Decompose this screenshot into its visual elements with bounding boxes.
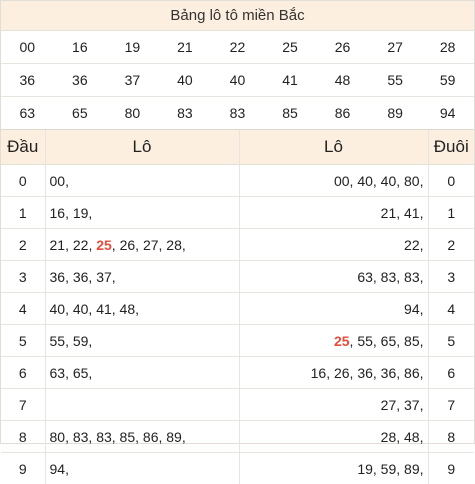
number-cell: 41	[264, 64, 317, 97]
number-cell: 40	[211, 64, 264, 97]
lo-left-cell: 16, 19,	[45, 197, 239, 229]
number-cell: 86	[316, 97, 369, 130]
duoi-cell: 3	[428, 261, 474, 293]
lo-left-cell: 21, 22, 25, 26, 27, 28,	[45, 229, 239, 261]
lo-left-cell: 80, 83, 83, 85, 86, 89,	[45, 421, 239, 453]
lo-right-cell: 28, 48,	[239, 421, 428, 453]
lo-left-cell: 55, 59,	[45, 325, 239, 357]
board-title: Bảng lô tô miền Bắc	[1, 1, 474, 31]
number-cell: 28	[421, 31, 474, 64]
dau-cell: 7	[1, 389, 45, 421]
duoi-cell: 4	[428, 293, 474, 325]
lo-left-cell: 94,	[45, 453, 239, 484]
dau-cell: 4	[1, 293, 45, 325]
lo-right-cell: 63, 83, 83,	[239, 261, 428, 293]
number-cell: 89	[369, 97, 422, 130]
lo-right-cell: 22,	[239, 229, 428, 261]
dau-cell: 1	[1, 197, 45, 229]
duoi-cell: 5	[428, 325, 474, 357]
number-cell: 22	[211, 31, 264, 64]
dau-cell: 0	[1, 165, 45, 197]
number-cell: 63	[1, 97, 54, 130]
lo-left-cell	[45, 389, 239, 421]
number-cell: 83	[159, 97, 212, 130]
lo-left-cell: 36, 36, 37,	[45, 261, 239, 293]
dau-cell: 5	[1, 325, 45, 357]
number-cell: 36	[54, 64, 107, 97]
number-cell: 16	[54, 31, 107, 64]
lo-right-cell: 19, 59, 89,	[239, 453, 428, 484]
header-duoi: Đuôi	[428, 130, 474, 165]
lo-right-cell: 00, 40, 40, 80,	[239, 165, 428, 197]
header-lo-left: Lô	[45, 130, 239, 165]
lo-right-cell: 21, 41,	[239, 197, 428, 229]
number-cell: 00	[1, 31, 54, 64]
lo-right-cell: 25, 55, 65, 85,	[239, 325, 428, 357]
highlighted-number: 25	[334, 333, 350, 349]
number-cell: 37	[106, 64, 159, 97]
duoi-cell: 1	[428, 197, 474, 229]
number-cell: 55	[369, 64, 422, 97]
number-cell: 65	[54, 97, 107, 130]
lo-right-cell: 27, 37,	[239, 389, 428, 421]
number-cell: 36	[1, 64, 54, 97]
dau-cell: 3	[1, 261, 45, 293]
dau-cell: 6	[1, 357, 45, 389]
lo-left-cell: 00,	[45, 165, 239, 197]
header-dau: Đầu	[1, 130, 45, 165]
dau-cell: 2	[1, 229, 45, 261]
duoi-cell: 0	[428, 165, 474, 197]
dau-cell: 9	[1, 453, 45, 484]
duoi-cell: 9	[428, 453, 474, 484]
number-cell: 19	[106, 31, 159, 64]
lo-right-cell: 94,	[239, 293, 428, 325]
number-cell: 83	[211, 97, 264, 130]
duoi-cell: 7	[428, 389, 474, 421]
number-cell: 25	[264, 31, 317, 64]
lo-left-cell: 63, 65,	[45, 357, 239, 389]
number-cell: 80	[106, 97, 159, 130]
number-cell: 26	[316, 31, 369, 64]
number-cell: 94	[421, 97, 474, 130]
number-cell: 48	[316, 64, 369, 97]
header-lo-right: Lô	[239, 130, 428, 165]
lo-left-cell: 40, 40, 41, 48,	[45, 293, 239, 325]
highlighted-number: 25	[96, 237, 112, 253]
number-cell: 27	[369, 31, 422, 64]
table-header-row: Đầu Lô Lô Đuôi	[1, 130, 474, 165]
number-cell: 85	[264, 97, 317, 130]
duoi-cell: 8	[428, 421, 474, 453]
dau-cell: 8	[1, 421, 45, 453]
duoi-cell: 2	[428, 229, 474, 261]
lo-right-cell: 16, 26, 36, 36, 86,	[239, 357, 428, 389]
duoi-cell: 6	[428, 357, 474, 389]
number-cell: 21	[159, 31, 212, 64]
number-cell: 59	[421, 64, 474, 97]
number-cell: 40	[159, 64, 212, 97]
